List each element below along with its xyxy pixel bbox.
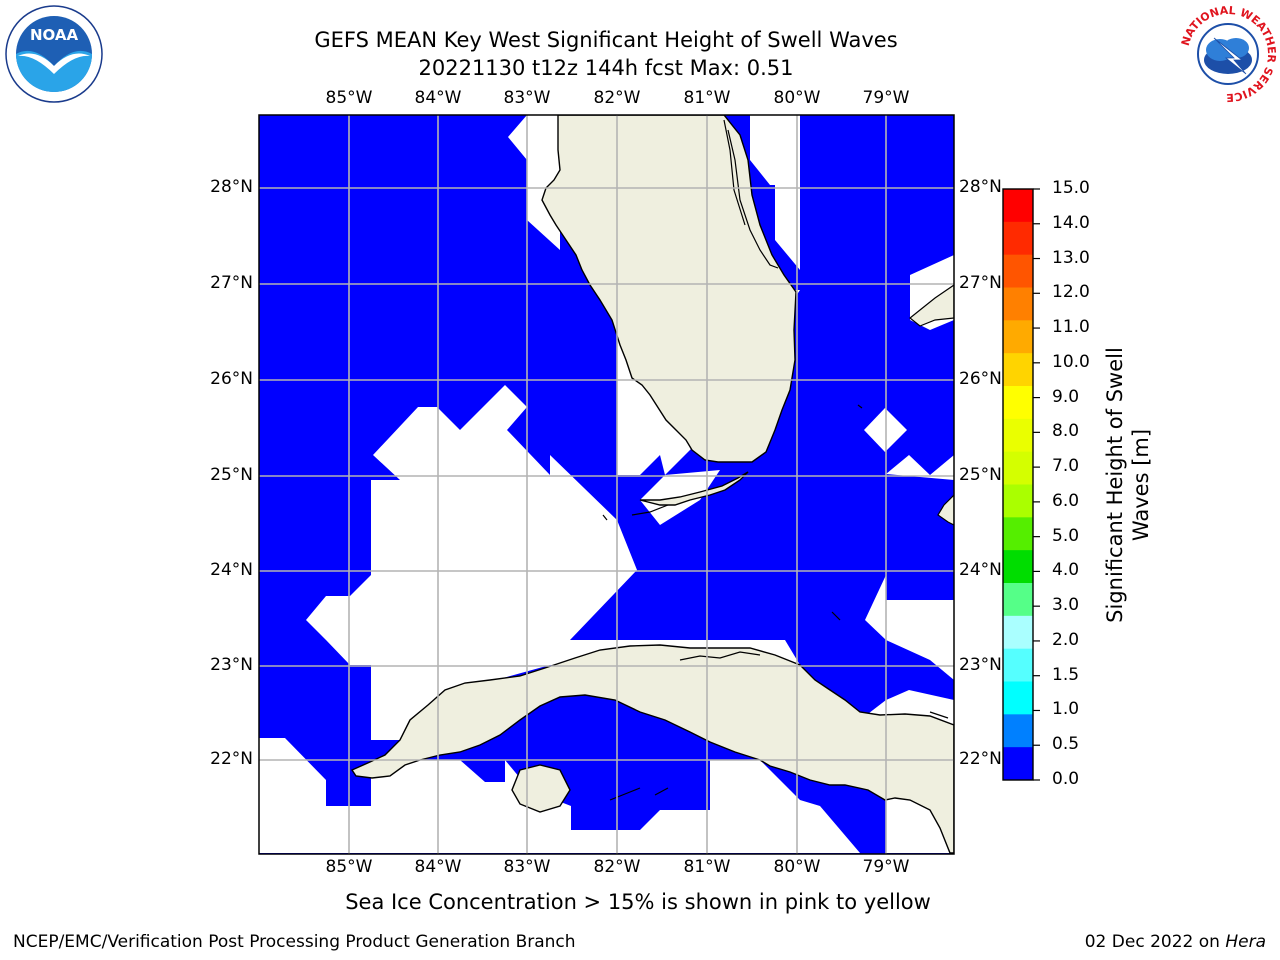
colorbar-segment [1003,418,1033,453]
lon-label-bottom: 85°W [325,857,373,877]
map-frame [258,114,955,855]
lat-label-left: 24°N [210,560,253,580]
noaa-logo: NOAA [5,5,103,103]
lat-label-left: 28°N [210,177,253,197]
colorbar-tick-label: 1.0 [1052,699,1080,720]
colorbar-segment [1003,648,1033,682]
lon-label-top: 82°W [593,88,641,108]
colorbar-segment [1003,353,1033,387]
colorbar-tick-label: 12.0 [1052,282,1090,303]
sea-ice-note: Sea Ice Concentration > 15% is shown in … [345,890,931,914]
lat-label-right: 22°N [959,749,1002,769]
colorbar-segment [1003,550,1033,584]
colorbar-segment [1003,747,1033,781]
colorbar-segment [1003,386,1033,420]
colorbar-tick-label: 0.0 [1052,769,1080,789]
lon-label-top: 79°W [862,88,910,108]
colorbar-tick-label: 1.5 [1052,664,1080,685]
lon-label-bottom: 84°W [414,857,462,877]
colorbar-tick-label: 2.0 [1052,629,1080,650]
lat-label-left: 25°N [210,465,253,485]
lon-label-top: 85°W [325,88,373,108]
lon-label-top: 80°W [773,88,821,108]
colorbar-segment [1003,254,1033,288]
colorbar-segment [1003,714,1033,748]
lon-label-top: 83°W [503,88,551,108]
colorbar-tick-label: 8.0 [1052,421,1080,442]
colorbar-segment [1003,681,1033,715]
colorbar-segment [1003,484,1033,518]
colorbar [1003,189,1033,781]
lon-label-top: 81°W [683,88,731,108]
colorbar-segment [1003,583,1033,617]
lat-label-left: 22°N [210,749,253,769]
colorbar-tick-label: 6.0 [1052,490,1080,511]
land-bahamas [909,284,954,526]
colorbar-segment [1003,517,1033,551]
lat-label-left: 27°N [210,273,253,293]
lat-label-right: 26°N [959,369,1002,389]
nws-logo: NATIONAL WEATHER SERVICE [1179,4,1278,104]
lat-label-right: 25°N [959,465,1002,485]
lon-label-bottom: 79°W [862,857,910,877]
colorbar-segment [1003,615,1033,650]
colorbar-tick-label: 15.0 [1052,178,1090,198]
colorbar-tick-label: 4.0 [1052,560,1080,581]
land-florida [541,115,797,506]
colorbar-tick-label: 0.5 [1052,734,1080,755]
footer-date: 02 Dec 2022 on Hera [1085,932,1266,952]
lat-label-right: 23°N [959,655,1002,675]
lat-label-left: 23°N [210,655,253,675]
lon-label-bottom: 82°W [593,857,641,877]
colorbar-tick-label: 3.0 [1052,595,1080,616]
colorbar-segment [1003,287,1033,321]
lon-label-bottom: 81°W [683,857,731,877]
map-title-line1: GEFS MEAN Key West Significant Height of… [314,28,898,52]
lat-label-left: 26°N [210,369,253,389]
colorbar-tick-label: 14.0 [1052,212,1090,233]
lat-label-right: 27°N [959,273,1002,293]
footer-host: Hera [1225,932,1266,952]
lon-label-bottom: 80°W [773,857,821,877]
colorbar-tick-label: 9.0 [1052,386,1080,407]
lat-label-right: 24°N [959,560,1002,580]
colorbar-segment [1003,221,1033,256]
colorbar-tick-label: 5.0 [1052,525,1080,546]
footer-on-text: on [1198,932,1220,952]
colorbar-segment [1003,320,1033,354]
footer-date-text: 02 Dec 2022 [1084,932,1194,952]
footer-credit: NCEP/EMC/Verification Post Processing Pr… [13,932,576,952]
lon-label-bottom: 83°W [503,857,551,877]
map-title-line2: 20221130 t12z 144h fcst Max: 0.51 [418,56,794,80]
colorbar-tick-label: 11.0 [1052,317,1090,338]
lat-label-right: 28°N [959,177,1002,197]
colorbar-frame [1002,188,1034,781]
lon-label-top: 84°W [414,88,462,108]
colorbar-segment [1003,451,1033,485]
colorbar-title: Significant Height of Swell Waves [m] [1103,347,1153,623]
colorbar-segment [1003,189,1033,223]
colorbar-tick-label: 7.0 [1052,456,1080,477]
colorbar-tick-label: 10.0 [1052,351,1090,372]
noaa-logo-text: NOAA [30,26,79,44]
graticule [259,115,954,854]
colorbar-tick-label: 13.0 [1052,247,1090,268]
